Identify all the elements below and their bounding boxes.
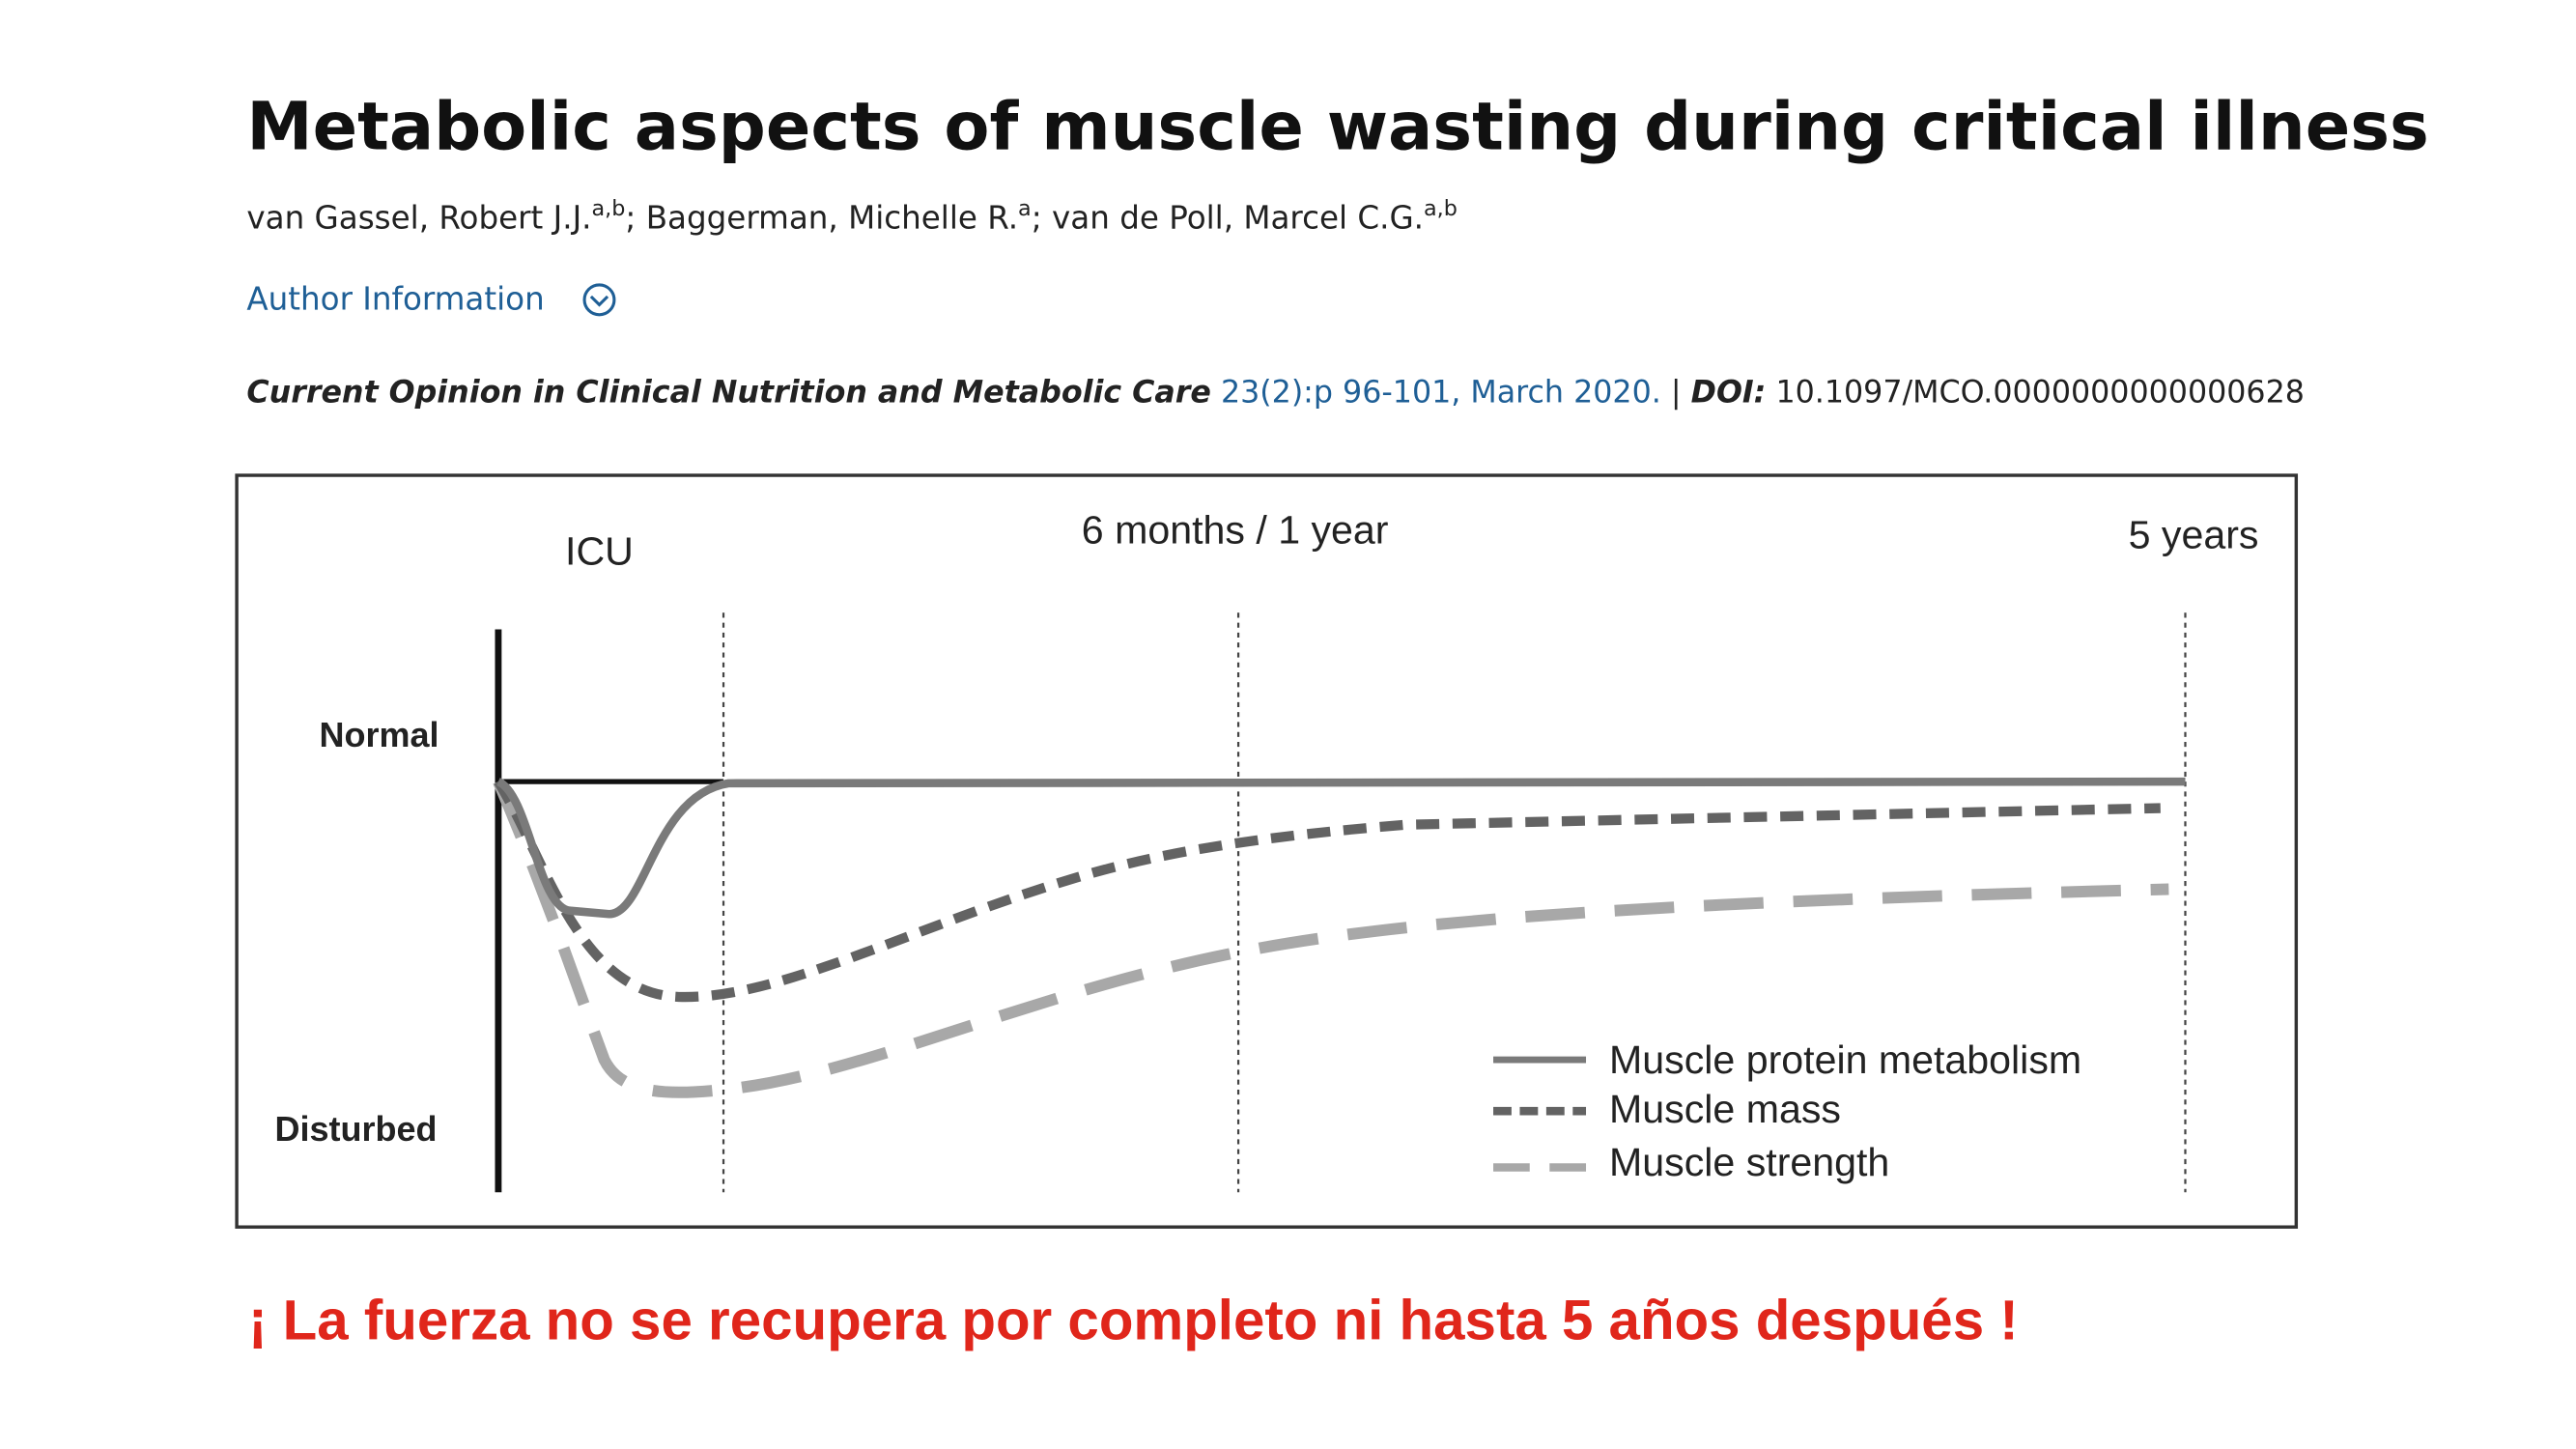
authors: van Gassel, Robert J.J.a,b; Baggerman, M… (246, 196, 1458, 237)
phase-dividers (722, 612, 2187, 1193)
doi-label: DOI: (1691, 376, 1767, 411)
phase-label: 5 years (2129, 512, 2259, 556)
author-information[interactable]: Author Information (246, 281, 544, 318)
figure: ICU 6 months / 1 year 5 years Normal Dis… (275, 507, 2259, 1149)
separator: ; (625, 200, 636, 237)
expand-icon[interactable] (582, 283, 616, 317)
affiliation: a (1018, 196, 1032, 221)
legend: Muscle protein metabolism Muscle mass Mu… (1493, 1037, 2081, 1184)
title: Metabolic aspects of muscle wasting duri… (246, 88, 2428, 165)
legend-label: Muscle strength (1609, 1140, 1889, 1184)
strength-curve (493, 779, 2169, 1098)
legend-label: Muscle mass (1609, 1087, 1841, 1131)
affiliation: a,b (1424, 196, 1458, 221)
separator: | (1671, 376, 1682, 411)
issue: 23(2):p 96-101, March 2020. (1221, 376, 1661, 411)
phase-label: 6 months / 1 year (1082, 507, 1389, 552)
journal: Current Opinion in Clinical Nutrition an… (246, 376, 1211, 411)
doi: 10.1097/MCO.0000000000000628 (1775, 376, 2304, 411)
mass-curve (494, 779, 2161, 1003)
legend-label: Muscle protein metabolism (1609, 1037, 2081, 1082)
level-label: Normal (320, 715, 439, 754)
author: Baggerman, Michelle R. (646, 200, 1018, 237)
author: van de Poll, Marcel C.G. (1052, 200, 1424, 237)
author: van Gassel, Robert J.J. (246, 200, 591, 237)
level-label: Disturbed (275, 1109, 438, 1149)
phase-label: ICU (565, 529, 634, 574)
separator: ; (1032, 200, 1042, 237)
affiliation: a,b (592, 196, 626, 221)
protein-curve (495, 777, 2186, 919)
citation: Current Opinion in Clinical Nutrition an… (246, 376, 2305, 411)
note: ¡ La fuerza no se recupera por completo … (248, 1290, 2019, 1352)
chevron (589, 295, 609, 307)
figure-frame (235, 473, 2299, 1229)
